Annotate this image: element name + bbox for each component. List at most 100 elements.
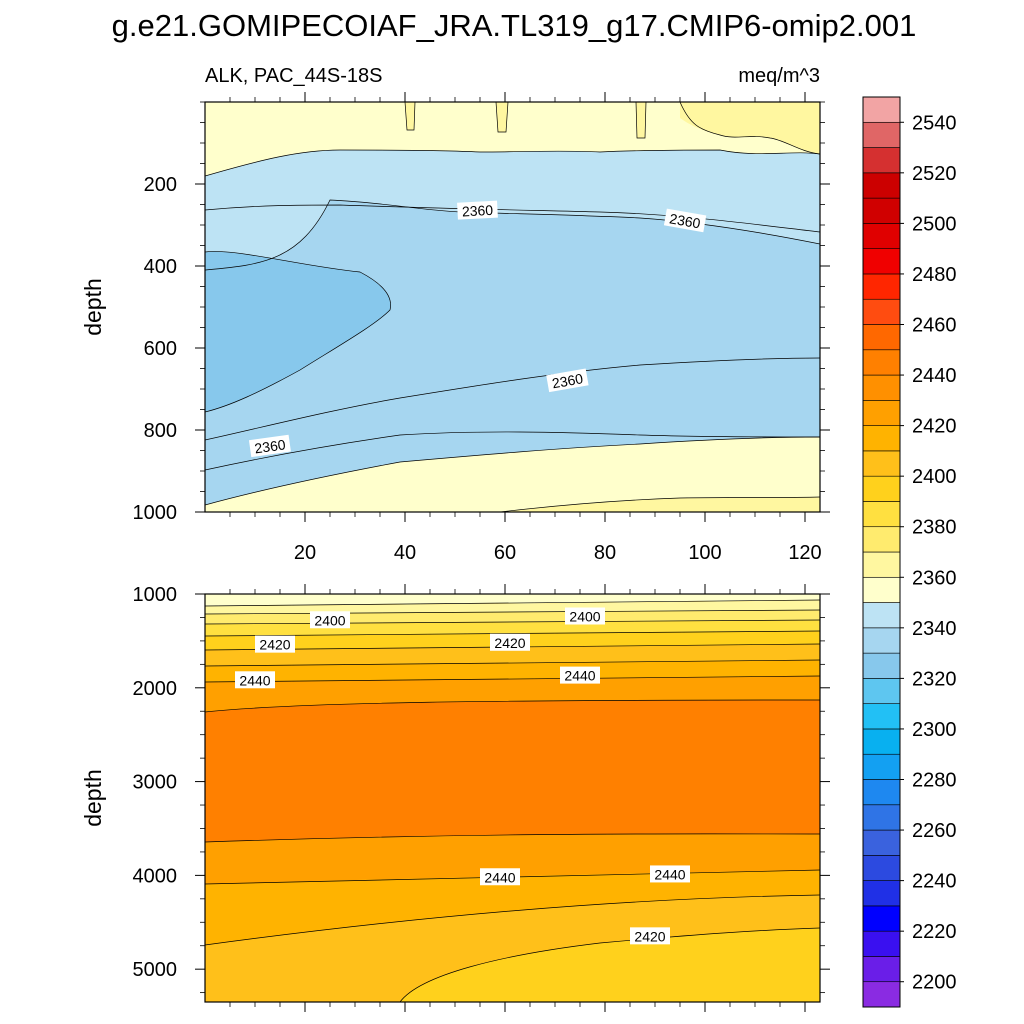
contour-label-box [546,368,589,393]
contour-line [205,251,391,413]
colorbar-label: 2480 [912,264,957,286]
colorbar-label: 2220 [912,921,957,943]
contour-line [205,894,820,946]
contour-line [679,102,820,155]
contour-line [205,431,820,471]
contour-label: 2440 [560,666,600,684]
contour-label-text: 2420 [259,637,290,653]
contour-label-box [480,868,520,886]
contour-label-text: 2440 [654,866,685,882]
colorbar-swatch [862,930,901,957]
contour-label-text: 2360 [253,436,286,456]
fill-band-2370-bottom [205,437,820,512]
colorbar-swatch [862,121,901,148]
fill-band-2430-c [205,870,820,945]
contour-label: 2360 [457,200,498,220]
contour-label: 2440 [480,868,520,886]
colorbar-label: 2500 [912,213,957,235]
contour-label-text: 2400 [569,609,600,625]
contour-label-box [560,666,600,684]
colorbar-swatch [862,324,901,351]
colorbar-swatch [862,425,901,452]
contour-line [404,102,416,131]
colorbar-swatch [862,652,901,679]
colorbar-swatch [862,223,901,249]
contour-label-text: 2440 [484,869,515,885]
contour-line [205,149,820,177]
bottom-ylabel: depth [80,769,106,827]
colorbar-swatch [862,374,901,401]
contour-line [205,630,820,637]
contour-label-box [490,633,530,651]
contour-label-text: 2360 [551,370,585,391]
x-tick-label: 20 [294,542,316,564]
colorbar-label: 2340 [912,618,957,640]
colorbar-label: 2400 [912,466,957,488]
colorbar-swatch [862,703,901,730]
contour-label-text: 2440 [564,668,595,684]
top-panel-fill [205,102,820,512]
fill-band-2370-surface [205,102,820,176]
y-tick-label: 600 [144,338,177,360]
colorbar-swatch [862,248,901,275]
colorbar-swatch [862,526,901,553]
contour-label-text: 2440 [239,672,270,688]
bottom-contour-labels: 2400 2400 2420 2420 2440 2440 2440 2440 2420 [235,607,690,945]
contour-line [205,357,820,441]
contour-label: 2400 [310,611,350,629]
bottom-panel-fill [205,594,820,1002]
colorbar-swatch [862,855,901,881]
colorbar-label: 2280 [912,770,957,792]
figure-title: g.e21.GOMIPECOIAF_JRA.TL319_g17.CMIP6-om… [112,8,917,43]
colorbar-label: 2300 [912,719,957,741]
fill-band-2380-bottom [500,497,820,512]
colorbar-swatch [862,880,901,907]
colorbar-swatch [862,147,901,174]
colorbar-swatch [862,728,901,755]
contour-label-box [255,635,295,653]
top-subtitle-left: ALK, PAC_44S-18S [205,65,383,87]
y-tick-label: 2000 [133,678,178,700]
contour-label: 2420 [490,633,530,651]
contour-line [205,833,820,843]
y-tick-label: 3000 [133,772,178,794]
contour-label-box [248,434,291,458]
y-tick-label: 400 [144,256,177,278]
fill-band-2440 [205,676,820,712]
top-ylabel: depth [80,278,106,336]
top-contour-lines [205,102,820,512]
y-tick-label: 1000 [133,502,178,524]
x-tick-label: 60 [494,542,516,564]
colorbar-swatch [862,197,901,224]
y-tick-label: 1000 [133,584,178,606]
y-tick-label: 4000 [133,865,178,887]
y-tick-label: 800 [144,420,177,442]
colorbar-swatch [862,804,901,831]
x-tick-label: 120 [788,542,821,564]
contour-line [205,643,820,651]
fill-band-2340 [205,251,391,412]
colorbar-swatch [862,298,901,325]
fill-band-2450 [205,700,820,842]
colorbar-label: 2460 [912,315,957,337]
colorbar-swatch [862,501,901,528]
colorbar-swatch [862,779,901,806]
bottom-axis-ticks: 1000 2000 3000 4000 5000 [133,584,830,1012]
x-tick-label: 40 [394,542,416,564]
colorbar-label: 2320 [912,668,957,690]
contour-label-text: 2360 [462,202,494,220]
colorbar-label: 2440 [912,365,957,387]
colorbar: 2200 2220 2240 2260 2280 2300 2320 2340 2360 2380… [862,96,957,1008]
colorbar-swatch [862,956,901,983]
colorbar-swatch [862,905,901,932]
colorbar-swatch [862,981,901,1008]
colorbar-label: 2420 [912,416,957,438]
contour-label: 2440 [650,865,690,883]
fill-patch-2380-a [680,102,820,154]
colorbar-swatch [862,576,901,603]
top-axis-ticks: 20 40 60 80 100 120 200 400 600 800 1000 [133,92,830,564]
top-subtitle-right: meq/m^3 [738,65,820,87]
colorbar-swatch [862,829,901,856]
contour-label-box [663,208,707,233]
colorbar-label: 2240 [912,871,957,893]
